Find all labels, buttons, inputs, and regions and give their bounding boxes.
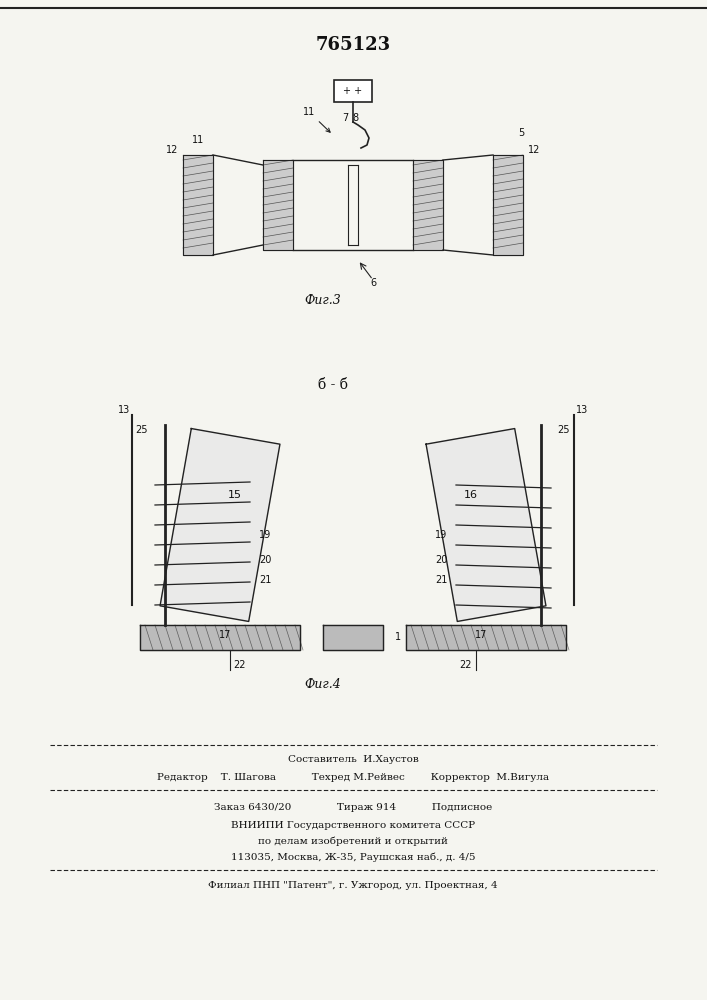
Polygon shape bbox=[160, 429, 280, 621]
Text: 8: 8 bbox=[352, 113, 358, 123]
Text: Редактор    Т. Шагова           Техред М.Рейвес        Корректор  М.Вигула: Редактор Т. Шагова Техред М.Рейвес Корре… bbox=[157, 774, 549, 782]
Text: б - б: б - б bbox=[318, 378, 348, 392]
Text: 13: 13 bbox=[576, 405, 588, 415]
Text: 765123: 765123 bbox=[315, 36, 390, 54]
Text: 25: 25 bbox=[136, 425, 148, 435]
Text: Фиг.3: Фиг.3 bbox=[305, 294, 341, 306]
Text: 22: 22 bbox=[234, 660, 246, 670]
Text: 22: 22 bbox=[460, 660, 472, 670]
Text: 20: 20 bbox=[259, 555, 271, 565]
Text: 15: 15 bbox=[228, 490, 242, 500]
Polygon shape bbox=[406, 625, 566, 650]
Text: 12: 12 bbox=[528, 145, 540, 155]
Polygon shape bbox=[183, 155, 213, 255]
Bar bbox=[334, 80, 372, 102]
Text: 17: 17 bbox=[218, 630, 231, 640]
Text: 11: 11 bbox=[192, 135, 204, 145]
Text: 13: 13 bbox=[118, 405, 130, 415]
Text: 1: 1 bbox=[395, 632, 401, 642]
Text: ВНИИПИ Государственного комитета СССР: ВНИИПИ Государственного комитета СССР bbox=[231, 820, 475, 830]
Text: 19: 19 bbox=[259, 530, 271, 540]
Text: Фиг.4: Фиг.4 bbox=[305, 678, 341, 692]
Text: + +: + + bbox=[344, 86, 363, 96]
Text: 21: 21 bbox=[259, 575, 271, 585]
Text: 17: 17 bbox=[475, 630, 487, 640]
Text: 25: 25 bbox=[558, 425, 571, 435]
Text: 19: 19 bbox=[435, 530, 447, 540]
Text: 5: 5 bbox=[518, 128, 525, 138]
Text: 11: 11 bbox=[303, 107, 330, 132]
Text: 7: 7 bbox=[342, 113, 348, 123]
Text: Заказ 6430/20              Тираж 914           Подписное: Заказ 6430/20 Тираж 914 Подписное bbox=[214, 804, 492, 812]
Polygon shape bbox=[426, 429, 546, 621]
Text: 12: 12 bbox=[165, 145, 178, 155]
Text: Филиал ПНП "Патент", г. Ужгород, ул. Проектная, 4: Филиал ПНП "Патент", г. Ужгород, ул. Про… bbox=[208, 882, 498, 890]
Polygon shape bbox=[323, 625, 383, 650]
Text: 21: 21 bbox=[435, 575, 448, 585]
Polygon shape bbox=[263, 160, 293, 250]
Polygon shape bbox=[140, 625, 300, 650]
Text: 6: 6 bbox=[370, 278, 376, 288]
Polygon shape bbox=[413, 160, 443, 250]
Text: по делам изобретений и открытий: по делам изобретений и открытий bbox=[258, 836, 448, 846]
Polygon shape bbox=[493, 155, 523, 255]
Text: 16: 16 bbox=[464, 490, 478, 500]
Text: 20: 20 bbox=[435, 555, 448, 565]
Text: Составитель  И.Хаустов: Составитель И.Хаустов bbox=[288, 756, 419, 764]
Text: 113035, Москва, Ж-35, Раушская наб., д. 4/5: 113035, Москва, Ж-35, Раушская наб., д. … bbox=[230, 852, 475, 862]
